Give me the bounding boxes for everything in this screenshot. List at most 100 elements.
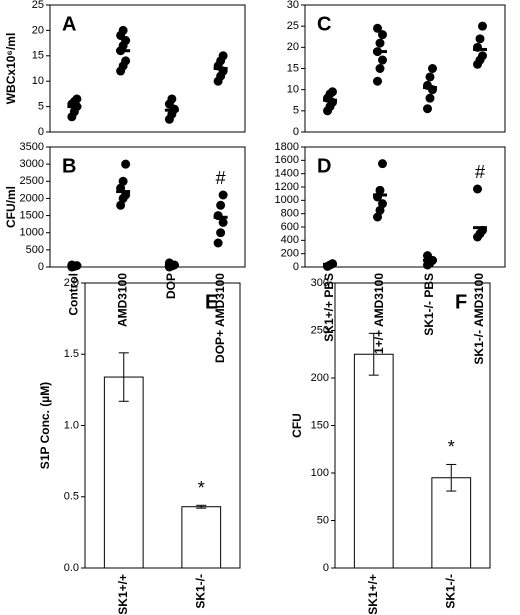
y-tick-label: 0 [293, 261, 299, 273]
data-point [218, 51, 228, 61]
annotation: * [198, 478, 205, 498]
panel-label: C [317, 13, 331, 35]
y-tick-label: 1000 [20, 227, 44, 239]
data-point [425, 72, 435, 82]
y-tick-label: 1600 [275, 154, 299, 166]
annotation: # [216, 168, 226, 188]
data-point [121, 159, 131, 169]
y-tick-label: 300 [311, 277, 329, 289]
y-tick-label: 150 [311, 419, 329, 431]
y-tick-label: 20 [287, 41, 299, 53]
panel-label: D [317, 155, 331, 177]
y-tick-label: 30 [287, 0, 299, 11]
x-tick-label: SK1+/+ [116, 574, 130, 615]
y-tick-label: 3500 [20, 141, 44, 153]
data-point [375, 64, 385, 73]
data-point [423, 251, 432, 261]
annotation: # [475, 162, 485, 182]
data-point [328, 87, 337, 97]
data-point [116, 200, 126, 210]
data-point [118, 25, 128, 35]
y-tick-label: 20 [32, 24, 44, 36]
data-point [475, 34, 485, 44]
data-point [216, 228, 226, 238]
y-axis-label: WBCx10⁶/ml [4, 33, 18, 105]
bar [431, 477, 472, 569]
panel-label: A [62, 13, 76, 35]
data-point [121, 56, 131, 66]
data-point [425, 93, 435, 103]
y-tick-label: 2000 [20, 192, 44, 204]
y-tick-label: 50 [317, 514, 329, 526]
y-tick-label: 3000 [20, 158, 44, 170]
y-tick-label: 1.5 [64, 348, 79, 360]
data-point [72, 94, 82, 104]
data-point [378, 30, 387, 40]
x-tick-label: DOP+ AMD3100 [213, 273, 227, 363]
bar [103, 376, 144, 569]
data-point [375, 38, 385, 48]
y-axis-label: S1P Conc. (µM) [38, 382, 52, 469]
plot-frame [49, 146, 246, 268]
data-point [373, 76, 382, 86]
y-axis-label: CFU [290, 413, 304, 438]
data-point [378, 159, 387, 169]
y-tick-label: 1.0 [64, 419, 79, 431]
data-point [218, 217, 228, 227]
panel-label: F [455, 291, 467, 313]
data-point [375, 185, 385, 195]
data-point [118, 176, 128, 186]
y-tick-label: 500 [26, 244, 44, 256]
data-point [216, 200, 226, 210]
y-tick-label: 1200 [275, 181, 299, 193]
data-point [373, 23, 382, 33]
data-point [428, 64, 437, 73]
annotation: * [448, 437, 455, 457]
plot-frame [304, 4, 506, 133]
x-tick-label: SK1+/+ [366, 574, 380, 615]
panel-label: B [62, 155, 76, 177]
y-tick-label: 2.0 [64, 277, 79, 289]
y-tick-label: 2500 [20, 175, 44, 187]
y-tick-label: 0 [38, 261, 44, 273]
y-tick-label: 5 [38, 101, 44, 113]
y-tick-label: 400 [281, 234, 299, 246]
y-tick-label: 200 [311, 372, 329, 384]
y-tick-label: 15 [32, 50, 44, 62]
y-tick-label: 200 [281, 248, 299, 260]
y-tick-label: 100 [311, 467, 329, 479]
x-tick-label: SK1-/- AMD3100 [472, 273, 486, 365]
x-tick-label: DOP [164, 273, 178, 299]
data-point [423, 104, 432, 114]
y-tick-label: 1000 [275, 194, 299, 206]
data-point [167, 94, 177, 104]
data-point [478, 51, 487, 61]
data-point [473, 184, 482, 194]
y-tick-label: 5 [293, 105, 299, 117]
plot-frame [49, 4, 246, 133]
x-tick-label: SK1-/- [443, 574, 457, 609]
y-tick-label: 600 [281, 221, 299, 233]
data-point [378, 55, 387, 65]
y-tick-label: 10 [287, 84, 299, 96]
x-tick-label: AMD3100 [115, 273, 129, 327]
y-tick-label: 250 [311, 324, 329, 336]
y-tick-label: 1800 [275, 141, 299, 153]
data-point [378, 199, 387, 209]
y-tick-label: 25 [287, 20, 299, 32]
bar [353, 353, 394, 569]
y-tick-label: 800 [281, 208, 299, 220]
x-tick-label: SK1-/- [193, 574, 207, 609]
x-tick-label: SK1-/- PBS [422, 273, 436, 336]
y-tick-label: 0.5 [64, 491, 79, 503]
y-axis-label: CFU/ml [4, 186, 18, 228]
data-point [478, 21, 487, 31]
panel-label: E [205, 291, 218, 313]
y-tick-label: 10 [32, 75, 44, 87]
y-tick-label: 1400 [275, 168, 299, 180]
x-tick-label: SK1+/+ PBS [322, 273, 336, 342]
y-tick-label: 1500 [20, 209, 44, 221]
data-point [218, 190, 228, 200]
y-tick-label: 15 [287, 62, 299, 74]
